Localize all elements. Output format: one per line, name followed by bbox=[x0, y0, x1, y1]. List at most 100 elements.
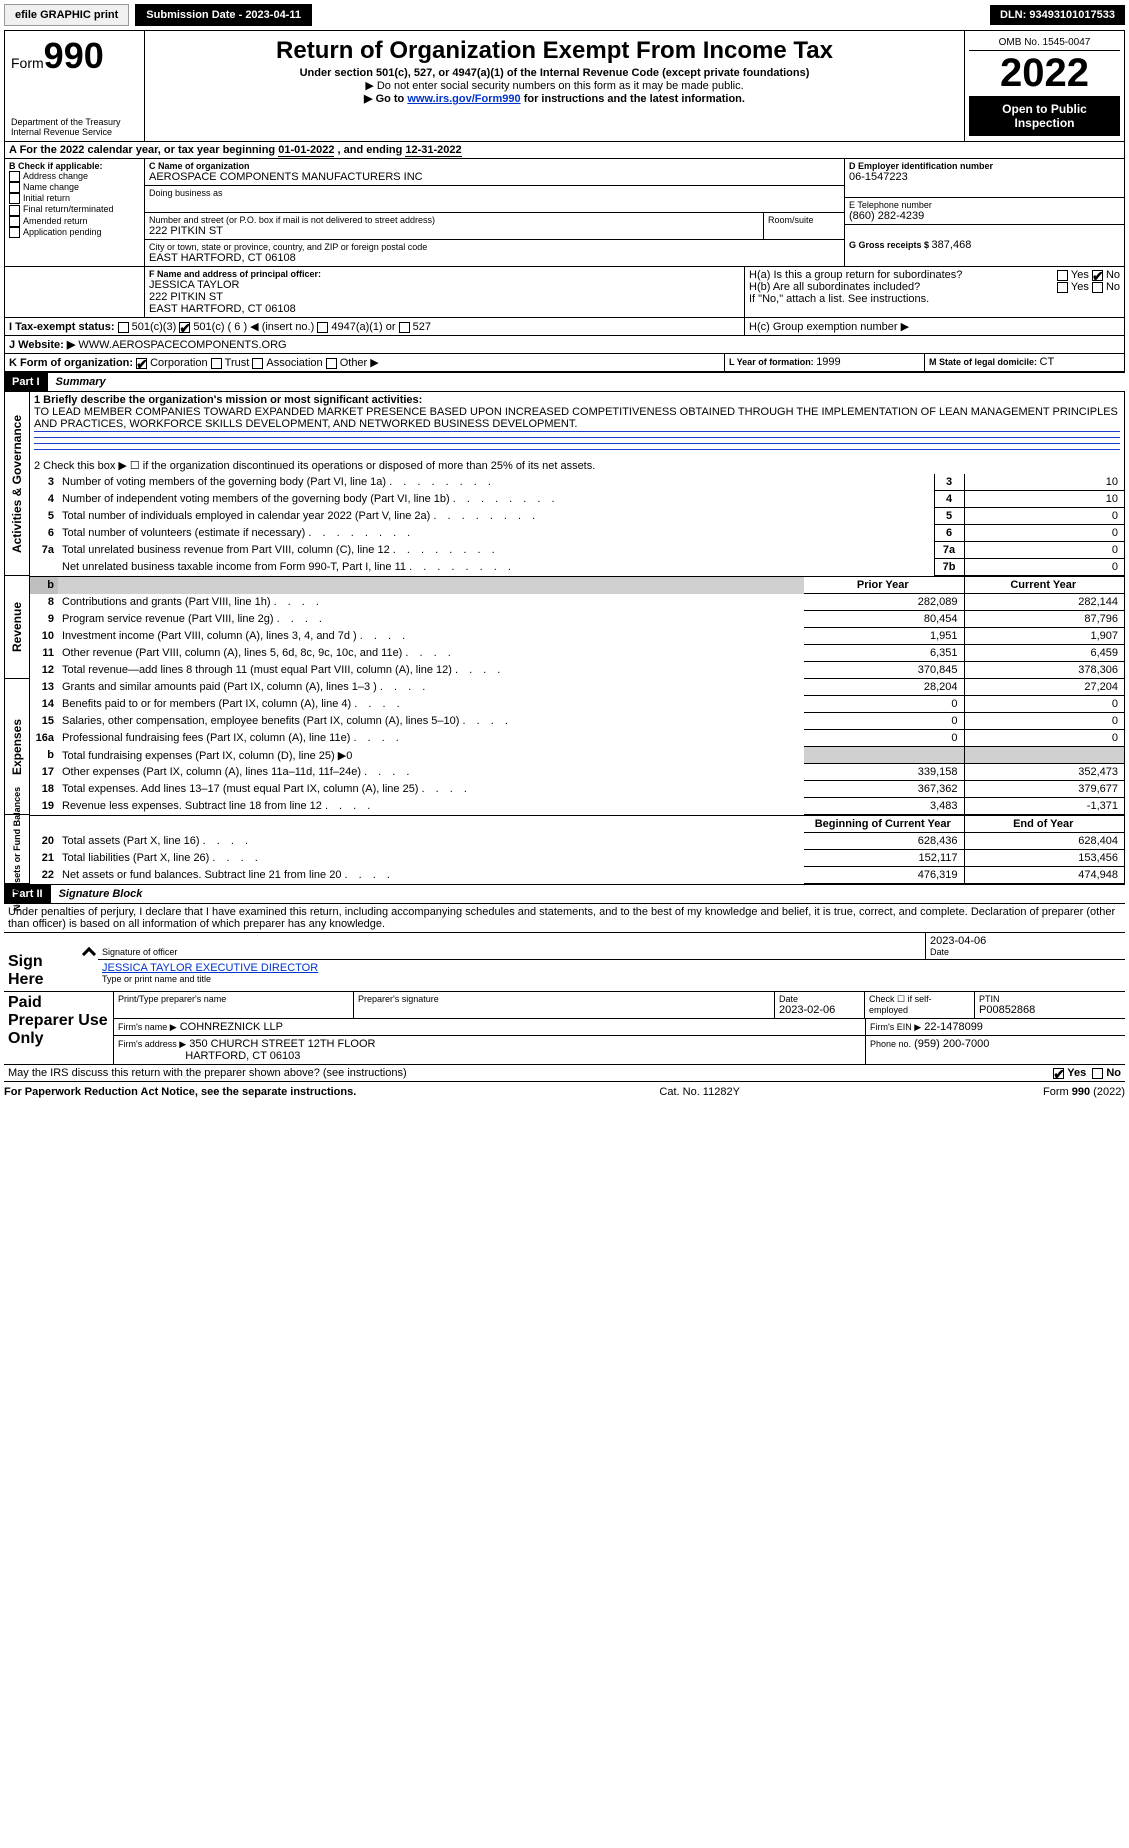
state-domicile: CT bbox=[1040, 356, 1055, 368]
pra-notice: For Paperwork Reduction Act Notice, see … bbox=[4, 1086, 356, 1098]
line-num: 10 bbox=[30, 628, 58, 645]
line-num: 17 bbox=[30, 764, 58, 781]
current-year-value: 87,796 bbox=[964, 611, 1124, 628]
irs-link[interactable]: www.irs.gov/Form990 bbox=[407, 93, 520, 105]
firm-phone-label: Phone no. bbox=[870, 1039, 911, 1049]
line-value: 0 bbox=[964, 559, 1124, 576]
501c-checkbox[interactable] bbox=[179, 322, 190, 333]
hc-label: H(c) Group exemption number ▶ bbox=[744, 318, 1124, 335]
line-num: 14 bbox=[30, 696, 58, 713]
current-year-value: 282,144 bbox=[964, 594, 1124, 611]
ha-no-checkbox[interactable] bbox=[1092, 270, 1103, 281]
line-box: 7b bbox=[934, 559, 964, 576]
current-year-header: Current Year bbox=[964, 577, 1124, 594]
4947-checkbox[interactable] bbox=[317, 322, 328, 333]
discuss-yes-checkbox[interactable] bbox=[1053, 1068, 1064, 1079]
line-value: 0 bbox=[964, 508, 1124, 525]
checklist-item: Final return/terminated bbox=[9, 204, 140, 215]
prior-year-value: 339,158 bbox=[804, 764, 964, 781]
form-footer: Form 990 (2022) bbox=[1043, 1086, 1125, 1098]
firm-addr1: 350 CHURCH STREET 12TH FLOOR bbox=[189, 1038, 375, 1050]
boy-header: Beginning of Current Year bbox=[804, 816, 964, 833]
ptin-value: P00852868 bbox=[979, 1004, 1121, 1016]
firm-ein-label: Firm's EIN ▶ bbox=[870, 1022, 921, 1032]
checklist-checkbox[interactable] bbox=[9, 171, 20, 182]
checklist-checkbox[interactable] bbox=[9, 216, 20, 227]
current-year-value: -1,371 bbox=[964, 798, 1124, 815]
corp-checkbox[interactable] bbox=[136, 358, 147, 369]
pt-self-employed: Check ☐ if self-employed bbox=[869, 994, 970, 1015]
line-desc: Other revenue (Part VIII, column (A), li… bbox=[58, 645, 804, 662]
line2: 2 Check this box ▶ ☐ if the organization… bbox=[30, 457, 1124, 474]
form-title: Return of Organization Exempt From Incom… bbox=[151, 37, 958, 65]
g-receipts-label: G Gross receipts $ bbox=[849, 240, 932, 250]
line-desc: Benefits paid to or for members (Part IX… bbox=[58, 696, 804, 713]
checklist-item: Amended return bbox=[9, 216, 140, 227]
line-desc: Total number of individuals employed in … bbox=[58, 508, 934, 525]
form-subtitle: Under section 501(c), 527, or 4947(a)(1)… bbox=[151, 67, 958, 79]
trust-checkbox[interactable] bbox=[211, 358, 222, 369]
line-desc: Professional fundraising fees (Part IX, … bbox=[58, 730, 804, 747]
d-ein-label: D Employer identification number bbox=[849, 161, 1120, 171]
line-box: 6 bbox=[934, 525, 964, 542]
prior-year-value: 367,362 bbox=[804, 781, 964, 798]
checklist-checkbox[interactable] bbox=[9, 227, 20, 238]
checklist-item: Initial return bbox=[9, 193, 140, 204]
section-b-label: B Check if applicable: bbox=[9, 161, 140, 171]
hb-yes-checkbox[interactable] bbox=[1057, 282, 1068, 293]
line-num: 19 bbox=[30, 798, 58, 815]
m-label: M State of legal domicile: bbox=[929, 357, 1040, 367]
line-value: 10 bbox=[964, 491, 1124, 508]
form-note1: ▶ Do not enter social security numbers o… bbox=[151, 79, 958, 92]
line1-label: 1 Briefly describe the organization's mi… bbox=[34, 394, 1120, 406]
current-year-value: 0 bbox=[964, 730, 1124, 747]
checklist-checkbox[interactable] bbox=[9, 193, 20, 204]
firm-name: COHNREZNICK LLP bbox=[180, 1021, 283, 1033]
checklist-checkbox[interactable] bbox=[9, 205, 20, 216]
line-desc: Number of independent voting members of … bbox=[58, 491, 934, 508]
line-desc: Total number of volunteers (estimate if … bbox=[58, 525, 934, 542]
line-num: 4 bbox=[30, 491, 58, 508]
part1-header: Part I bbox=[4, 373, 48, 391]
discuss-no-checkbox[interactable] bbox=[1092, 1068, 1103, 1079]
other-checkbox[interactable] bbox=[326, 358, 337, 369]
line-desc: Grants and similar amounts paid (Part IX… bbox=[58, 679, 804, 696]
officer-typed-name[interactable]: JESSICA TAYLOR EXECUTIVE DIRECTOR bbox=[102, 962, 1121, 974]
efile-label: efile GRAPHIC print bbox=[4, 4, 129, 26]
ha-yes-checkbox[interactable] bbox=[1057, 270, 1068, 281]
line-b-val: 0 bbox=[346, 750, 352, 762]
line-num: 3 bbox=[30, 474, 58, 491]
assoc-checkbox[interactable] bbox=[252, 358, 263, 369]
gross-receipts: 387,468 bbox=[932, 239, 972, 251]
527-checkbox[interactable] bbox=[399, 322, 410, 333]
paid-preparer-label: Paid Preparer Use Only bbox=[4, 992, 114, 1064]
org-name: AEROSPACE COMPONENTS MANUFACTURERS INC bbox=[149, 171, 840, 183]
line-num: 8 bbox=[30, 594, 58, 611]
prior-year-value: 1,951 bbox=[804, 628, 964, 645]
line-num: 16a bbox=[30, 730, 58, 747]
line-num: 22 bbox=[30, 867, 58, 884]
line-num: 15 bbox=[30, 713, 58, 730]
line-desc: Net assets or fund balances. Subtract li… bbox=[58, 867, 804, 884]
line-desc: Contributions and grants (Part VIII, lin… bbox=[58, 594, 804, 611]
checklist-checkbox[interactable] bbox=[9, 182, 20, 193]
line-desc: Total liabilities (Part X, line 26) . . … bbox=[58, 850, 804, 867]
line-num: 12 bbox=[30, 662, 58, 679]
current-year-value: 378,306 bbox=[964, 662, 1124, 679]
officer-city: EAST HARTFORD, CT 06108 bbox=[149, 303, 740, 315]
eoy-header: End of Year bbox=[964, 816, 1124, 833]
501c3-checkbox[interactable] bbox=[118, 322, 129, 333]
line-num: 13 bbox=[30, 679, 58, 696]
omb-number: OMB No. 1545-0047 bbox=[969, 35, 1120, 51]
line-num: 5 bbox=[30, 508, 58, 525]
pt-date-label: Date bbox=[779, 994, 860, 1004]
line-value: 10 bbox=[964, 474, 1124, 491]
firm-addr-label: Firm's address ▶ bbox=[118, 1039, 186, 1049]
pt-date: 2023-02-06 bbox=[779, 1004, 860, 1016]
mission-text: TO LEAD MEMBER COMPANIES TOWARD EXPANDED… bbox=[34, 406, 1120, 430]
col-b: b bbox=[30, 577, 58, 594]
current-year-value: 153,456 bbox=[964, 850, 1124, 867]
prior-year-value: 370,845 bbox=[804, 662, 964, 679]
hb-no-checkbox[interactable] bbox=[1092, 282, 1103, 293]
prior-year-value: 3,483 bbox=[804, 798, 964, 815]
